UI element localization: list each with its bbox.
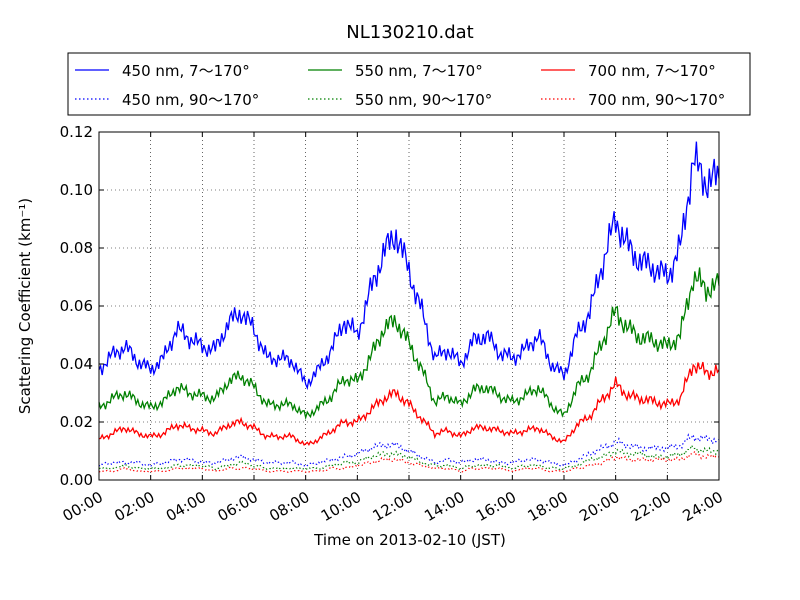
x-tick-label: 06:00 xyxy=(215,488,261,525)
x-tick-label: 12:00 xyxy=(370,488,416,525)
series-line xyxy=(98,267,720,421)
y-tick-label: 0.10 xyxy=(60,181,93,199)
y-tick-label: 0.12 xyxy=(60,123,93,141)
legend-label: 700 nm, 90～170° xyxy=(588,91,725,109)
grid xyxy=(99,132,719,480)
chart-title: NL130210.dat xyxy=(346,22,473,43)
legend-label: 550 nm, 7～170° xyxy=(355,62,483,80)
x-tick-label: 00:00 xyxy=(60,488,106,525)
legend: 450 nm, 7～170° 450 nm, 90～170° 550 nm, 7～1… xyxy=(67,52,751,116)
x-tick-label: 16:00 xyxy=(473,488,519,525)
x-tick-label: 10:00 xyxy=(318,488,364,525)
x-axis-label: Time on 2013-02-10 (JST) xyxy=(313,531,506,549)
y-tick-label: 0.06 xyxy=(60,297,93,315)
series-line xyxy=(98,361,720,446)
x-tick-label: 18:00 xyxy=(525,488,571,525)
x-tick-label: 08:00 xyxy=(266,488,312,525)
series-line xyxy=(98,443,720,471)
y-axis-label: Scattering Coefficient (km⁻¹) xyxy=(16,198,34,414)
series-line xyxy=(98,141,720,391)
x-tick-label: 20:00 xyxy=(576,488,622,525)
legend-label: 450 nm, 90～170° xyxy=(122,91,259,109)
legend-label: 550 nm, 90～170° xyxy=(355,91,492,109)
legend-label: 450 nm, 7～170° xyxy=(122,62,250,80)
x-tick-label: 14:00 xyxy=(421,488,467,525)
y-tick-label: 0.02 xyxy=(60,413,93,431)
y-tick-label: 0.08 xyxy=(60,239,93,257)
legend-label: 700 nm, 7～170° xyxy=(588,62,716,80)
x-tick-label: 22:00 xyxy=(628,488,674,525)
x-tick-label: 24:00 xyxy=(680,488,726,525)
y-tick-label: 0.04 xyxy=(60,355,93,373)
y-tick-label: 0.00 xyxy=(60,471,93,489)
series-line xyxy=(98,450,720,473)
series-line xyxy=(98,433,720,468)
x-tick-label: 04:00 xyxy=(163,488,209,525)
x-tick-label: 02:00 xyxy=(111,488,157,525)
series-group xyxy=(98,141,720,473)
legend-box xyxy=(67,52,751,116)
